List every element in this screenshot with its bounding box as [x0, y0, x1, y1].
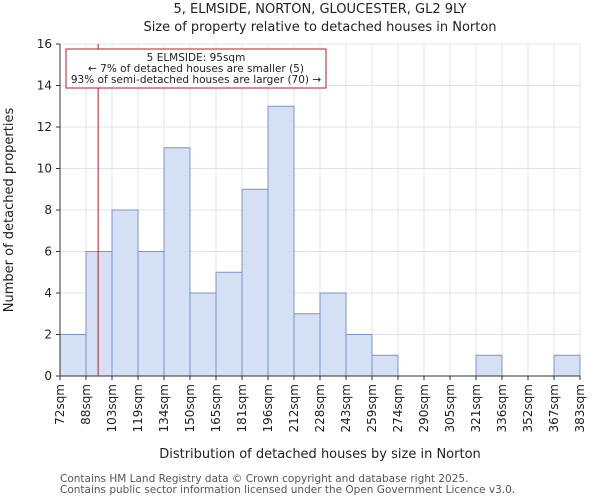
bar-72sqm — [59, 334, 87, 377]
y-tick-label-2: 2 — [44, 328, 52, 342]
y-tick-label-14: 14 — [37, 79, 52, 93]
bar-321sqm — [475, 354, 503, 377]
y-tick-label-10: 10 — [37, 162, 52, 176]
bar-243sqm — [345, 334, 373, 377]
y-axis-label: Number of detached properties — [2, 108, 17, 313]
x-tick-label-290sqm: 290sqm — [417, 384, 431, 432]
annotation-line1: 5 ELMSIDE: 95sqm — [147, 52, 246, 64]
x-tick-label-150sqm: 150sqm — [183, 384, 197, 432]
bar-88sqm — [85, 251, 113, 377]
bar-212sqm — [293, 313, 321, 377]
x-tick-label-305sqm: 305sqm — [443, 384, 457, 432]
x-tick-label-352sqm: 352sqm — [521, 384, 535, 432]
y-tick-label-6: 6 — [44, 245, 52, 259]
y-tick-label-0: 0 — [44, 369, 52, 383]
bar-196sqm — [267, 105, 295, 377]
x-tick-label-228sqm: 228sqm — [313, 384, 327, 432]
annotation-box: 5 ELMSIDE: 95sqm ← 7% of detached houses… — [65, 48, 327, 89]
bar-367sqm — [553, 354, 581, 377]
y-tick-label-4: 4 — [44, 286, 52, 300]
y-tick-label-8: 8 — [44, 203, 52, 217]
x-tick-label-119sqm: 119sqm — [131, 384, 145, 432]
bar-150sqm — [189, 292, 217, 377]
y-tick-label-12: 12 — [37, 120, 52, 134]
footer-attribution-1: Contains HM Land Registry data © Crown c… — [60, 473, 469, 485]
x-tick-label-165sqm: 165sqm — [209, 384, 223, 432]
x-tick-label-259sqm: 259sqm — [365, 384, 379, 432]
x-tick-labels: 72sqm 88sqm 103sqm 119sqm 134sqm 150sqm 165sqm… — [53, 376, 587, 432]
bar-119sqm — [137, 251, 165, 377]
chart-title-line1: 5, ELMSIDE, NORTON, GLOUCESTER, GL2 9LY — [173, 2, 466, 17]
y-tick-labels: 0 2 4 6 8 10 12 14 16 — [37, 37, 60, 383]
bar-103sqm — [111, 209, 139, 377]
x-tick-label-383sqm: 383sqm — [573, 384, 587, 432]
footer-attribution-2: Contains public sector information licen… — [60, 484, 516, 496]
annotation-line2: ← 7% of detached houses are smaller (5) — [88, 63, 304, 75]
x-tick-label-134sqm: 134sqm — [157, 384, 171, 432]
bar-181sqm — [241, 188, 269, 377]
x-tick-label-367sqm: 367sqm — [547, 384, 561, 432]
x-tick-label-181sqm: 181sqm — [235, 384, 249, 432]
bar-259sqm — [371, 354, 399, 377]
annotation-border — [65, 48, 327, 89]
bar-134sqm — [163, 147, 191, 377]
x-tick-label-321sqm: 321sqm — [469, 384, 483, 432]
x-axis-label: Distribution of detached houses by size … — [159, 447, 481, 462]
x-tick-label-274sqm: 274sqm — [391, 384, 405, 432]
bar-228sqm — [319, 292, 347, 377]
annotation-line3: 93% of semi-detached houses are larger (… — [71, 74, 322, 86]
x-tick-label-212sqm: 212sqm — [287, 384, 301, 432]
x-tick-label-103sqm: 103sqm — [105, 384, 119, 432]
x-tick-label-88sqm: 88sqm — [79, 384, 93, 425]
bars-group — [59, 105, 581, 377]
bar-165sqm — [215, 271, 243, 377]
x-tick-label-243sqm: 243sqm — [339, 384, 353, 432]
x-tick-label-336sqm: 336sqm — [495, 384, 509, 432]
x-tick-label-196sqm: 196sqm — [261, 384, 275, 432]
chart-title-line2: Size of property relative to detached ho… — [143, 20, 496, 35]
x-tick-label-72sqm: 72sqm — [53, 384, 67, 425]
y-tick-label-16: 16 — [37, 37, 52, 51]
